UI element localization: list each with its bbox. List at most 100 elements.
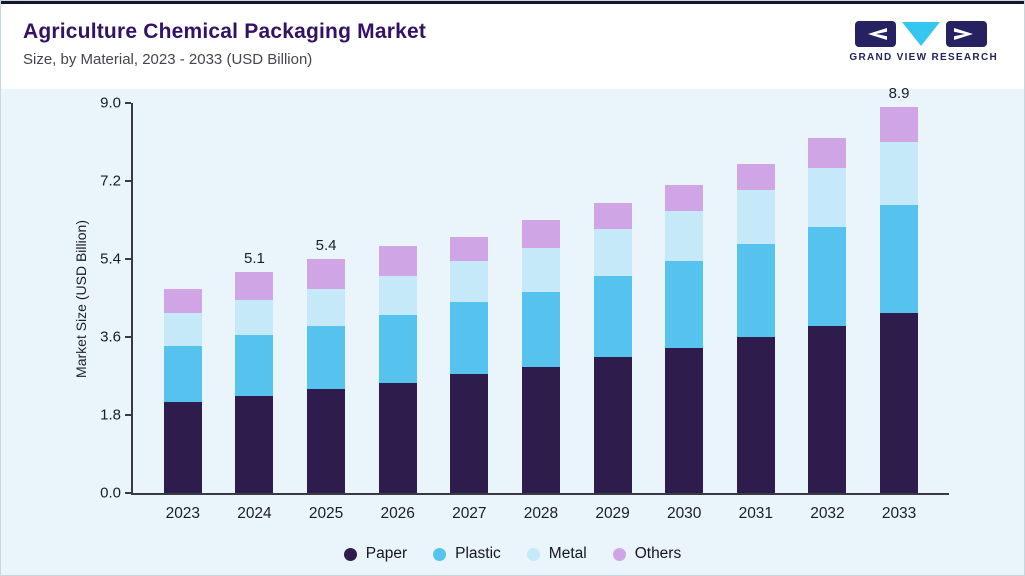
bar-total-label: 5.1 — [244, 250, 265, 268]
legend: Paper Plastic Metal Others — [1, 545, 1024, 563]
bar-group-2026: 2026 — [378, 103, 417, 522]
page-subtitle: Size, by Material, 2023 - 2033 (USD Bill… — [23, 51, 313, 68]
chart-panel: Market Size (USD Billion) 2023 5.1 2024 5.4… — [1, 85, 1024, 575]
x-axis-label: 2032 — [810, 505, 845, 522]
bar-segment-metal — [378, 276, 417, 316]
legend-swatch-plastic — [433, 547, 447, 561]
bar-group-2027: 2027 — [450, 103, 489, 522]
y-tick-label: 9.0 — [100, 94, 121, 112]
x-axis-label: 2030 — [666, 505, 702, 522]
legend-item-others: Others — [612, 545, 682, 563]
bar-segment-plastic — [163, 345, 202, 402]
bar-segment-plastic — [521, 291, 560, 368]
y-tick-label: 0.0 — [100, 484, 121, 502]
legend-item-metal: Metal — [526, 545, 587, 563]
bar-segment-paper — [307, 389, 346, 493]
bar-segment-paper — [521, 367, 560, 493]
bar-segment-paper — [378, 382, 417, 493]
legend-item-plastic: Plastic — [433, 545, 501, 563]
x-axis-label: 2031 — [738, 505, 774, 522]
grand-view-research-logo: GRAND VIEW RESEARCH — [849, 20, 998, 63]
bar-segment-paper — [880, 313, 919, 493]
x-axis-label: 2025 — [308, 505, 344, 522]
plot-area: 2023 5.1 2024 5.4 2025 2026 2027 2028 2029 2030 20… — [100, 85, 949, 522]
bar-group-2030: 2030 — [665, 103, 704, 522]
legend-label: Paper — [365, 545, 408, 562]
y-tick-mark — [125, 414, 131, 416]
legend-swatch-paper — [343, 547, 357, 561]
bar-segment-plastic — [450, 302, 489, 374]
bar-segment-others — [235, 272, 274, 301]
bar-segment-others — [665, 185, 704, 212]
y-tick-mark — [125, 102, 131, 104]
grand-view-research-mark-icon — [854, 21, 987, 47]
y-tick-label: 3.6 — [100, 328, 121, 346]
bar-group-2029: 2029 — [593, 103, 632, 522]
legend-label: Plastic — [455, 545, 501, 562]
bar-segment-paper — [235, 395, 274, 493]
bar-segment-paper — [665, 347, 704, 493]
bar-segment-plastic — [808, 226, 847, 327]
legend-swatch-metal — [526, 547, 540, 561]
bar-segment-metal — [521, 248, 560, 292]
top-accent-bar — [1, 1, 1024, 4]
bar-group-2031: 2031 — [736, 103, 775, 522]
bar-segment-plastic — [307, 326, 346, 389]
x-axis-label: 2026 — [380, 505, 415, 522]
bar-segment-paper — [736, 337, 775, 493]
legend-label: Metal — [548, 545, 587, 562]
bar-segment-paper — [808, 326, 847, 493]
bar-segment-plastic — [665, 261, 704, 348]
bar-segment-paper — [593, 356, 632, 493]
bar-segment-paper — [163, 402, 202, 493]
x-axis-label: 2027 — [452, 505, 487, 522]
bar-segment-others — [880, 107, 919, 143]
bar-segment-others — [307, 259, 346, 290]
stacked-bar-chart: Market Size (USD Billion) 2023 5.1 2024 5.4… — [73, 85, 949, 522]
bar-segment-metal — [307, 289, 346, 327]
bar-segment-metal — [450, 261, 489, 303]
bar-group-2025: 5.4 2025 — [307, 103, 346, 522]
bar-segment-others — [593, 202, 632, 229]
bar-segment-others — [163, 289, 202, 314]
legend-item-paper: Paper — [343, 545, 408, 563]
x-axis-label: 2028 — [523, 505, 559, 522]
x-axis-label: 2024 — [237, 505, 272, 522]
logo-wordmark: GRAND VIEW RESEARCH — [849, 52, 998, 63]
y-tick-label: 7.2 — [100, 172, 121, 190]
bar-segment-others — [521, 220, 560, 249]
bar-segment-others — [378, 246, 417, 277]
bar-group-2024: 5.1 2024 — [235, 103, 274, 522]
header: Agriculture Chemical Packaging Market Si… — [1, 4, 1024, 89]
bar-group-2023: 2023 — [163, 103, 202, 522]
bar-segment-others — [808, 137, 847, 169]
bar-segment-plastic — [235, 334, 274, 396]
bar-segment-metal — [665, 211, 704, 262]
bar-group-2033: 8.9 2033 — [880, 85, 919, 522]
y-axis-title-text: Market Size (USD Billion) — [73, 220, 89, 378]
bar-segment-metal — [235, 300, 274, 335]
bar-segment-plastic — [593, 276, 632, 357]
x-axis-label: 2029 — [595, 505, 630, 522]
bar-total-label: 5.4 — [315, 237, 337, 255]
bar-segment-plastic — [378, 315, 417, 383]
bar-total-label: 8.9 — [888, 85, 910, 103]
y-tick-mark — [125, 492, 131, 494]
bar-segment-metal — [163, 313, 202, 346]
bar-segment-others — [450, 237, 489, 262]
y-axis-title: Market Size (USD Billion) — [73, 103, 89, 495]
y-tick-label: 1.8 — [100, 406, 121, 424]
x-axis-label: 2033 — [881, 505, 917, 522]
bar-segment-metal — [736, 189, 775, 244]
y-tick-label: 5.4 — [100, 250, 121, 268]
legend-label: Others — [634, 545, 682, 562]
bar-segment-plastic — [736, 243, 775, 337]
y-tick-mark — [125, 258, 131, 260]
bar-group-2032: 2032 — [808, 103, 847, 522]
y-tick-mark — [125, 336, 131, 338]
y-tick-mark — [125, 180, 131, 182]
page-title: Agriculture Chemical Packaging Market — [23, 20, 427, 43]
bars-container: 2023 5.1 2024 5.4 2025 2026 2027 2028 2029 2030 20… — [133, 85, 949, 522]
x-axis-label: 2023 — [165, 505, 201, 522]
